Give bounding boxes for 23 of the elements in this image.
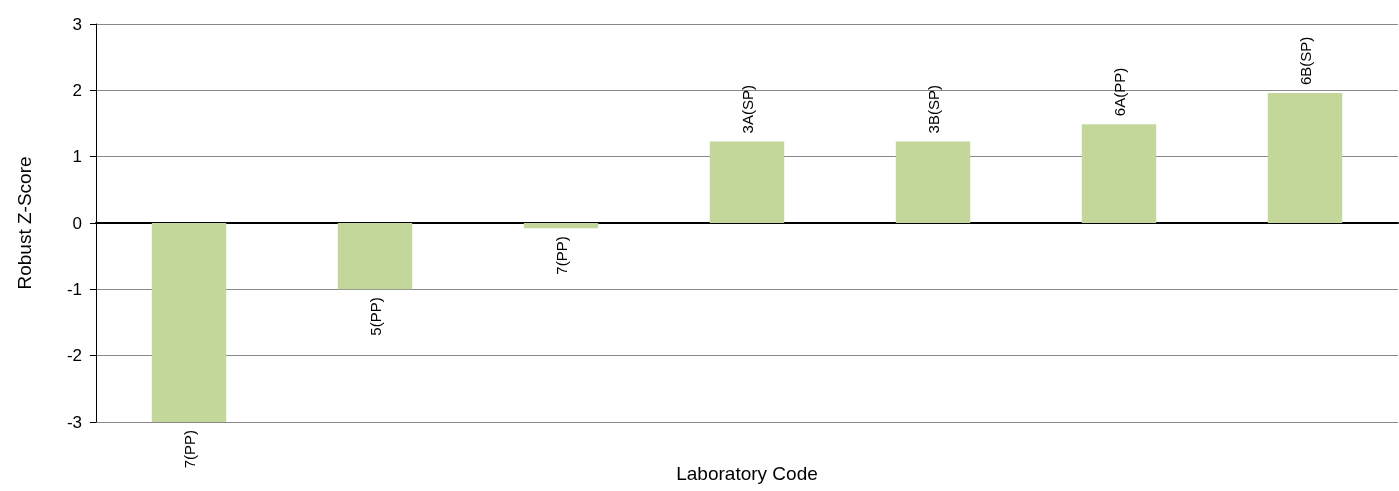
x-tick-label: 3B(SP) <box>924 85 942 134</box>
bar <box>151 223 227 422</box>
bar <box>523 223 599 229</box>
bar <box>1267 92 1343 223</box>
x-axis-title: Laboratory Code <box>676 463 818 484</box>
y-tick-label: -1 <box>66 279 82 299</box>
x-tick-label: 6B(SP) <box>1296 36 1314 85</box>
y-tick-label: -3 <box>66 412 82 432</box>
y-tick-label: -2 <box>66 346 82 366</box>
bar <box>709 141 785 223</box>
x-tick-label: 3A(SP) <box>738 85 756 134</box>
y-tick-label: 2 <box>72 80 82 100</box>
bar <box>895 141 971 223</box>
bar <box>1081 124 1157 223</box>
x-tick-label: 7(PP) <box>180 430 198 469</box>
x-tick-label: 6A(PP) <box>1110 67 1128 117</box>
x-tick-label: 7(PP) <box>552 236 570 275</box>
bar <box>337 223 413 290</box>
y-axis-title: Robust Z-Score <box>14 156 35 290</box>
y-tick-label: 3 <box>72 14 82 34</box>
y-tick-label: 0 <box>72 213 82 233</box>
y-tick-label: 1 <box>72 147 82 167</box>
x-tick-label: 5(PP) <box>366 297 384 336</box>
